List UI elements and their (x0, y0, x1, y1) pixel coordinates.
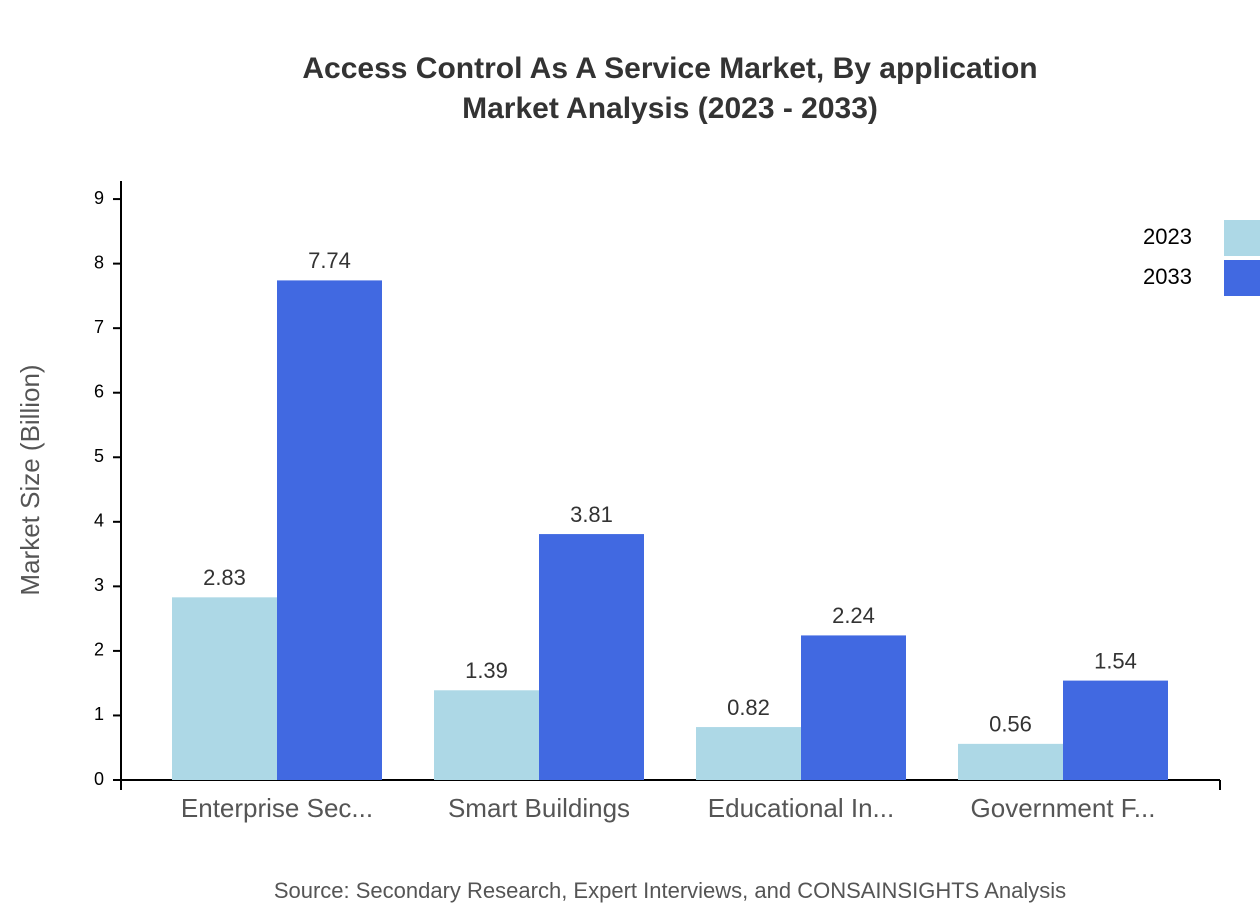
y-tick-label: 1 (94, 704, 104, 724)
x-tick-label: Government F... (971, 793, 1156, 823)
y-tick-label: 7 (94, 317, 104, 337)
legend-swatch (1224, 220, 1260, 256)
bar (958, 743, 1063, 780)
bar (696, 727, 801, 780)
value-label: 1.39 (465, 658, 508, 683)
legend-swatch (1224, 260, 1260, 296)
value-label: 0.56 (989, 712, 1032, 737)
bar (434, 690, 539, 780)
value-label: 3.81 (570, 502, 613, 527)
value-label: 2.83 (203, 565, 246, 590)
y-tick-label: 8 (94, 252, 104, 272)
chart-title: Access Control As A Service Market, By a… (302, 52, 1037, 85)
bar (801, 635, 906, 780)
value-label: 1.54 (1094, 648, 1137, 673)
legend-label: 2023 (1143, 224, 1192, 249)
legend-label: 2033 (1143, 264, 1192, 289)
bar (1063, 680, 1168, 780)
x-tick-label: Enterprise Sec... (181, 793, 373, 823)
y-tick-label: 6 (94, 381, 104, 401)
x-tick-label: Educational In... (708, 793, 894, 823)
y-tick-label: 2 (94, 640, 104, 660)
x-tick-label: Smart Buildings (448, 793, 630, 823)
y-tick-label: 5 (94, 446, 104, 466)
bar (172, 597, 277, 780)
bar (277, 280, 382, 780)
source-note: Source: Secondary Research, Expert Inter… (274, 878, 1066, 903)
value-label: 0.82 (727, 695, 770, 720)
y-tick-label: 0 (94, 769, 104, 789)
y-tick-label: 3 (94, 575, 104, 595)
chart-subtitle: Market Analysis (2023 - 2033) (462, 92, 878, 125)
y-tick-label: 4 (94, 511, 104, 531)
y-axis-title: Market Size (Billion) (15, 364, 45, 595)
value-label: 2.24 (832, 603, 875, 628)
value-label: 7.74 (308, 248, 351, 273)
y-tick-label: 9 (94, 188, 104, 208)
bar (539, 534, 644, 780)
